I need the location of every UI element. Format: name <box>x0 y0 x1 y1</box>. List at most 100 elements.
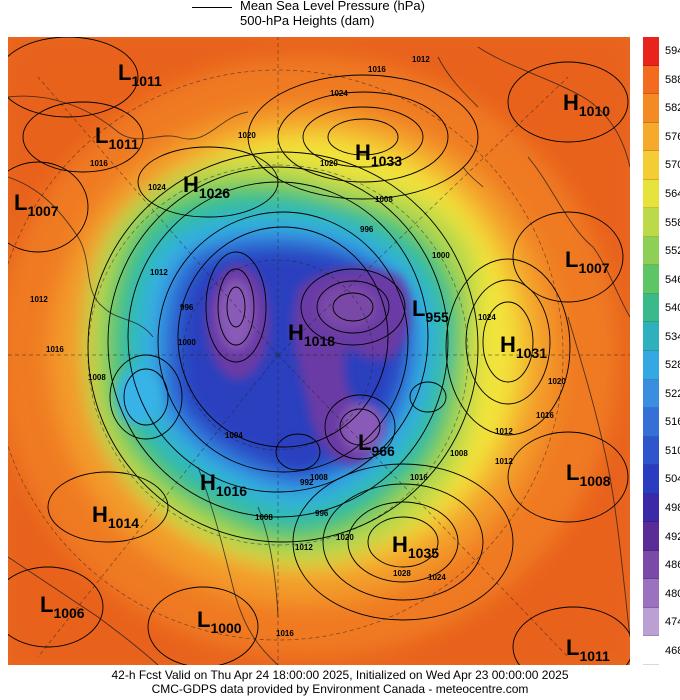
legend-line2: 500-hPa Heights (dam) <box>240 13 375 28</box>
isobar-label: 996 <box>180 303 194 312</box>
pressure-centers: L1011 L1011 L1007 H1026 H1033 H1010 L1007 H1031… <box>14 60 611 664</box>
weather-map[interactable]: 1016 1012 1024 1020 1016 1024 1020 1008 996 1000 1… <box>8 37 630 665</box>
colorbar-swatch <box>643 293 659 323</box>
isobar-label: 1012 <box>150 268 168 277</box>
colorbar-swatch <box>643 636 659 665</box>
colorbar-swatch <box>643 436 659 466</box>
colorbar-label: 576 <box>665 130 680 143</box>
colorbar-swatch <box>643 94 659 123</box>
high-pressure-center: H1031 <box>500 332 547 361</box>
isobar-label: 1008 <box>255 513 273 522</box>
colorbar-swatch <box>643 550 659 580</box>
colorbar-swatch <box>643 579 659 608</box>
isobar-label: 1016 <box>90 159 108 168</box>
isobar-label: 1012 <box>412 55 430 64</box>
colorbar-label: 522 <box>665 387 680 400</box>
low-pressure-center: L955 <box>412 296 449 325</box>
isobar-label: 1020 <box>336 533 354 542</box>
isobar-label: 1008 <box>310 473 328 482</box>
colorbar-swatch <box>643 151 659 180</box>
colorbar: 594 588 582 576 570 564 558 552 546 540 534 528 522 5… <box>643 37 680 665</box>
colorbar-label: 594 <box>665 45 680 58</box>
colorbar-swatch <box>643 265 659 294</box>
isobar-label: 1000 <box>432 251 450 260</box>
colorbar-label: 582 <box>665 102 680 115</box>
colorbar-label: 552 <box>665 245 680 258</box>
low-pressure-center: L1011 <box>118 60 162 89</box>
isobars <box>8 37 630 665</box>
colorbar-swatch <box>643 37 659 66</box>
high-pressure-center: H1016 <box>200 470 247 499</box>
colorbar-label: 468 <box>665 644 680 657</box>
colorbar-label: 540 <box>665 302 680 315</box>
isobar-label: 1016 <box>46 345 64 354</box>
high-pressure-center: H1033 <box>355 140 402 169</box>
isobar-label: 1016 <box>276 629 294 638</box>
colorbar-label: 564 <box>665 188 680 200</box>
isobar-labels: 1016 1012 1024 1020 1016 1024 1020 1008 996 1000 1… <box>30 55 566 638</box>
isobar-label: 1012 <box>495 457 513 466</box>
colorbar-swatch <box>643 379 659 409</box>
low-pressure-center: L1006 <box>40 592 85 621</box>
map-canvas: 1016 1012 1024 1020 1016 1024 1020 1008 996 1000 1… <box>8 37 630 665</box>
map-footer: 42-h Fcst Valid on Thu Apr 24 18:00:00 2… <box>0 668 680 696</box>
isobar-label: 1008 <box>450 449 468 458</box>
colorbar-swatch <box>643 522 659 551</box>
isobar-label: 1024 <box>478 313 496 322</box>
colorbar-swatch <box>643 493 659 523</box>
low-pressure-center: L1007 <box>565 247 610 276</box>
colorbar-label: 546 <box>665 273 680 286</box>
colorbar-label: 510 <box>665 444 680 457</box>
colorbar-swatch <box>643 65 659 95</box>
isobar-label: 1000 <box>178 338 196 347</box>
high-pressure-center: H1018 <box>288 320 335 349</box>
isobar-label: 1024 <box>148 183 166 192</box>
colorbar-swatch <box>643 179 659 209</box>
colorbar-label: 480 <box>665 587 680 600</box>
colorbar-label: 474 <box>665 616 680 629</box>
colorbar-swatch <box>643 322 659 351</box>
high-pressure-center: H1026 <box>183 172 230 201</box>
colorbar-label: 498 <box>665 502 680 514</box>
colorbar-label: 492 <box>665 530 680 543</box>
colorbar-swatch <box>643 208 659 237</box>
isobar-label: 1012 <box>295 543 313 552</box>
colorbar-swatch <box>643 465 659 494</box>
coastlines <box>8 46 630 665</box>
colorbar-swatch <box>643 607 659 637</box>
low-pressure-center: L966 <box>358 430 395 459</box>
isobar-label: 1012 <box>30 295 48 304</box>
colorbar-label: 558 <box>665 216 680 229</box>
colorbar-label: 504 <box>665 473 680 486</box>
isobar-label: 1016 <box>368 65 386 74</box>
colorbar-label: 534 <box>665 330 680 343</box>
isobar-label: 1008 <box>88 373 106 382</box>
high-pressure-center: H1035 <box>392 532 439 561</box>
isobar-label: 1020 <box>238 131 256 140</box>
legend-line-symbol <box>192 7 232 8</box>
isobar-label: 1004 <box>225 431 243 440</box>
map-legend: Mean Sea Level Pressure (hPa) 500-hPa He… <box>0 0 680 34</box>
isobar-label: 1012 <box>495 427 513 436</box>
footer-line1: 42-h Fcst Valid on Thu Apr 24 18:00:00 2… <box>111 668 569 682</box>
isobar-label: 996 <box>315 509 329 518</box>
isobar-label: 1024 <box>428 573 446 582</box>
low-pressure-center: L1011 <box>566 635 610 664</box>
low-pressure-center: L1007 <box>14 190 59 219</box>
colorbar-label: 486 <box>665 559 680 572</box>
colorbar-label: 516 <box>665 416 680 429</box>
colorbar-label: 588 <box>665 73 680 86</box>
colorbar-swatch <box>643 236 659 266</box>
isobar-label: 1020 <box>320 159 338 168</box>
colorbar-label: 528 <box>665 359 680 372</box>
high-pressure-center: H1014 <box>92 502 139 531</box>
low-pressure-center: L1011 <box>95 123 139 152</box>
isobar-label: 1008 <box>375 195 393 204</box>
colorbar-swatch <box>643 351 659 380</box>
isobar-label: 1024 <box>330 89 348 98</box>
footer-line2: CMC-GDPS data provided by Environment Ca… <box>151 682 529 696</box>
low-pressure-center: L1008 <box>566 460 611 489</box>
isobar-label: 1016 <box>410 473 428 482</box>
colorbar-swatch <box>643 408 659 437</box>
isobar-label: 1016 <box>536 411 554 420</box>
